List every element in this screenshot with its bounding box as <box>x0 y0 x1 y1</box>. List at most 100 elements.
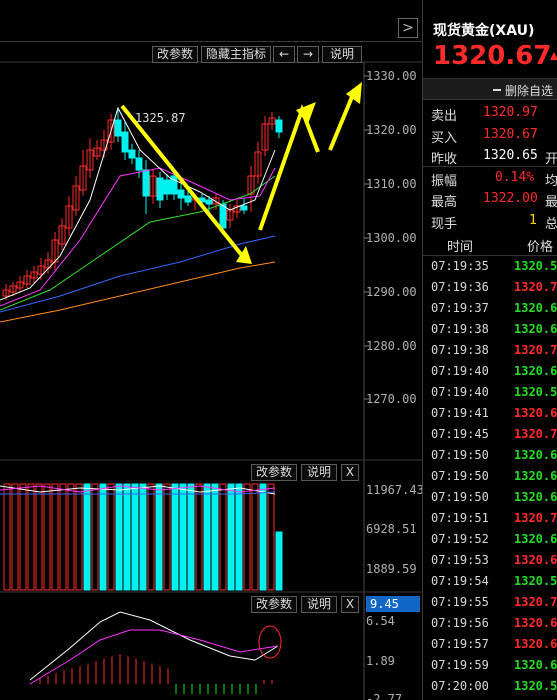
delete-watchlist-bar[interactable] <box>423 78 557 100</box>
quote-row-label: 现手 <box>431 216 458 232</box>
tick-time: 07:19:45 <box>431 427 489 441</box>
volume-bar <box>51 483 59 591</box>
tick-price: 1320.6 <box>514 406 557 420</box>
tick-time: 07:19:56 <box>431 616 489 630</box>
candle-body <box>212 197 220 205</box>
main-modify-params-button[interactable]: 改参数 <box>152 46 198 63</box>
axis-label-1270: 1270.00 <box>366 392 417 406</box>
candle-body <box>121 131 129 153</box>
minus-icon <box>493 89 501 91</box>
tick-row: 07:19:38 1320.6 <box>423 319 557 340</box>
candle-body <box>163 179 171 195</box>
tick-time: 07:19:36 <box>431 280 489 294</box>
volume-bar <box>235 483 243 591</box>
quote-separator <box>423 165 557 167</box>
axis-label-1330: 1330.00 <box>366 69 417 83</box>
tick-row: 07:19:50 1320.6 <box>423 466 557 487</box>
next-arrow-button[interactable]: → <box>297 46 319 63</box>
tick-time: 07:19:50 <box>431 469 489 483</box>
macd-dea-line <box>29 629 279 685</box>
trend-arrow-up-line-2 <box>328 91 356 151</box>
tick-header-price: 价格 <box>527 240 554 255</box>
trend-arrow-down-head <box>236 246 252 264</box>
prev-arrow-button[interactable]: ← <box>273 46 295 63</box>
macd-close-button[interactable]: X <box>341 596 359 613</box>
candle-body <box>16 281 24 289</box>
candle-body <box>142 169 150 197</box>
quote-row-value: 1320.65 <box>483 148 538 163</box>
tick-time: 07:19:37 <box>431 301 489 315</box>
candle-body <box>205 199 213 205</box>
volume-bar <box>91 483 99 591</box>
tick-time: 07:20:00 <box>431 679 489 693</box>
volume-bar <box>123 483 131 591</box>
collapse-panel-button[interactable]: > <box>398 18 418 38</box>
volume-modify-params-button[interactable]: 改参数 <box>251 464 297 481</box>
tick-row: 07:19:37 1320.6 <box>423 298 557 319</box>
volume-bar <box>3 483 11 591</box>
main-explain-button[interactable]: 说明 <box>322 46 362 63</box>
hide-main-indicator-button[interactable]: 隐藏主指标 <box>201 46 271 63</box>
quote-row: 买入 1320.67 <box>423 124 557 146</box>
candle-body <box>65 205 73 229</box>
volume-bar <box>219 483 227 591</box>
macd-axis-top: 6.54 <box>366 614 395 628</box>
quote-row-label: 振幅 <box>431 173 458 189</box>
tick-price: 1320.6 <box>514 364 557 378</box>
tick-price: 1320.6 <box>514 490 557 504</box>
axis-label-1300: 1300.00 <box>366 231 417 245</box>
chart-area[interactable]: > 改参数 隐藏主指标 ← → 说明 1330.00 1320.00 1310.… <box>0 0 424 700</box>
volume-axis-top: 11967.43 <box>366 483 424 497</box>
quote-row: 卖出 1320.97 <box>423 102 557 124</box>
quote-row-value: 1322.00 <box>483 191 538 206</box>
quote-row: 现手 1 总 <box>423 210 557 232</box>
tick-row: 07:19:36 1320.7 <box>423 277 557 298</box>
candle-body <box>58 225 66 245</box>
price-up-arrow-icon <box>550 52 557 60</box>
candle-body <box>37 265 45 275</box>
candle-body <box>149 175 157 197</box>
candle-body <box>79 165 87 191</box>
volume-bar <box>11 483 19 591</box>
volume-bar <box>203 483 211 591</box>
macd-explain-button[interactable]: 说明 <box>301 596 337 613</box>
trend-arrow-up-head-2 <box>346 82 362 104</box>
tick-row: 07:19:53 1320.6 <box>423 550 557 571</box>
trend-arrow-up-line <box>258 104 320 231</box>
volume-bar <box>139 483 147 591</box>
tick-row: 07:19:50 1320.6 <box>423 487 557 508</box>
tick-row: 07:19:55 1320.7 <box>423 592 557 613</box>
macd-modify-params-button[interactable]: 改参数 <box>251 596 297 613</box>
tick-row: 07:19:50 1320.6 <box>423 445 557 466</box>
quote-row: 最高 1322.00 最 <box>423 188 557 210</box>
volume-explain-button[interactable]: 说明 <box>301 464 337 481</box>
volume-ma-line-2 <box>0 485 276 493</box>
tick-time: 07:19:59 <box>431 658 489 672</box>
axis-label-1280: 1280.00 <box>366 339 417 353</box>
moving-average-line <box>0 261 276 323</box>
volume-close-button[interactable]: X <box>341 464 359 481</box>
candle-body <box>44 259 52 269</box>
candle-body <box>23 275 31 285</box>
volume-bar <box>259 483 267 591</box>
volume-bar <box>83 483 91 591</box>
tick-price: 1320.7 <box>514 595 557 609</box>
tick-time: 07:19:53 <box>431 553 489 567</box>
macd-dif-line <box>29 611 279 681</box>
delete-watchlist-button[interactable]: 删除自选 <box>505 84 554 98</box>
quote-row-extra-label: 开 <box>545 152 557 167</box>
volume-bar <box>171 483 179 591</box>
candle-body <box>72 185 80 211</box>
chart-canvas[interactable] <box>0 0 422 700</box>
volume-bar <box>211 483 219 591</box>
chart-top-bar <box>0 14 422 42</box>
candle-body <box>275 119 283 133</box>
candle-body <box>93 147 101 157</box>
candle-body <box>86 149 94 171</box>
volume-bar <box>155 483 163 591</box>
volume-axis-mid: 6928.51 <box>366 522 417 536</box>
tick-price: 1320.6 <box>514 322 557 336</box>
tick-row: 07:19:54 1320.5 <box>423 571 557 592</box>
tick-time: 07:19:40 <box>431 385 489 399</box>
volume-bar <box>147 483 155 591</box>
